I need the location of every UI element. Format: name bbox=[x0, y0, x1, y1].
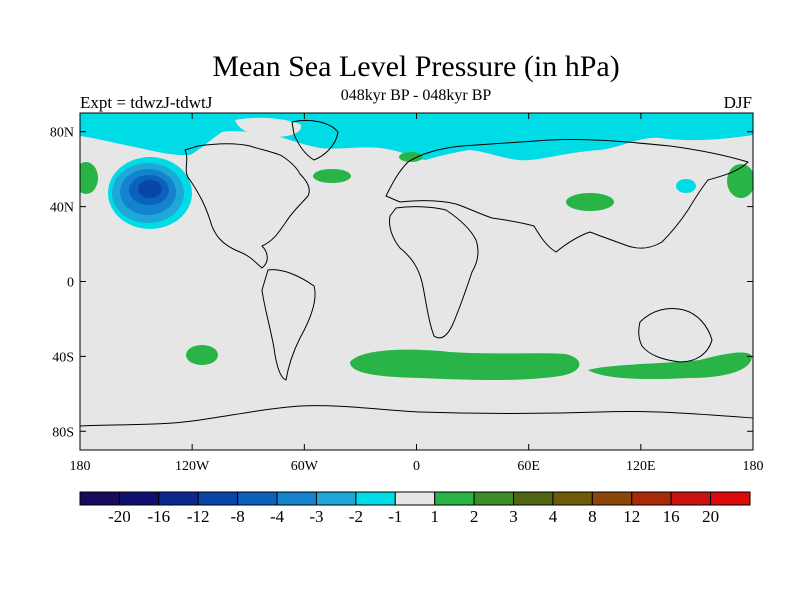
colorbar-label: 4 bbox=[549, 507, 558, 526]
japan-sea-low bbox=[676, 179, 696, 193]
colorbar-label: 2 bbox=[470, 507, 479, 526]
colorbar-label: 8 bbox=[588, 507, 597, 526]
colorbar-swatch bbox=[513, 491, 554, 506]
colorbar-label: 1 bbox=[430, 507, 439, 526]
colorbar-swatch bbox=[434, 491, 475, 506]
south-pacific-high bbox=[186, 345, 218, 365]
coast-antarctica bbox=[80, 405, 753, 427]
colorbar-label: -3 bbox=[309, 507, 323, 526]
colorbar-swatch bbox=[670, 491, 712, 506]
coast-africa bbox=[389, 206, 479, 339]
coast-south-america bbox=[261, 269, 316, 381]
north-pacific-low-core bbox=[138, 180, 162, 198]
colorbar-label: -20 bbox=[108, 507, 131, 526]
colorbar-label: 16 bbox=[663, 507, 680, 526]
map-background bbox=[80, 113, 753, 450]
colorbar-swatch bbox=[552, 491, 593, 506]
colorbar-swatch bbox=[355, 491, 396, 506]
coast-north-america bbox=[184, 143, 310, 269]
colorbar-swatch bbox=[79, 491, 120, 506]
colorbar-label: -8 bbox=[231, 507, 245, 526]
y-tick-label: 40N bbox=[50, 201, 74, 216]
coastlines bbox=[80, 119, 753, 427]
colorbar-swatch bbox=[197, 491, 239, 506]
page-subtitle: 048kyr BP - 048kyr BP bbox=[340, 87, 492, 104]
x-tick-label: 60E bbox=[517, 459, 540, 474]
colorbar-swatch bbox=[591, 491, 633, 506]
map-plot-area bbox=[80, 113, 753, 450]
south-indian-ocean-high bbox=[588, 352, 752, 380]
west-edge-high bbox=[80, 162, 98, 194]
east-edge-high bbox=[727, 164, 753, 198]
southern-ocean-high bbox=[350, 349, 580, 380]
x-tick-label: 60W bbox=[291, 459, 319, 474]
colorbar-label: -12 bbox=[187, 507, 210, 526]
coast-greenland bbox=[291, 119, 339, 161]
colorbar-swatch bbox=[237, 491, 278, 506]
colorbar-label: -4 bbox=[270, 507, 285, 526]
y-tick-label: 40S bbox=[52, 350, 74, 365]
x-tick-label: 180 bbox=[70, 459, 91, 474]
greenland-low-gap bbox=[235, 117, 301, 138]
colorbar-label: 12 bbox=[623, 507, 640, 526]
central-asia-high bbox=[566, 193, 614, 211]
season-label: DJF bbox=[723, 93, 752, 112]
y-tick-label: 0 bbox=[67, 276, 74, 291]
scandinavia-high bbox=[399, 152, 423, 162]
colorbar-label: -1 bbox=[388, 507, 402, 526]
y-tick-label: 80N bbox=[50, 126, 74, 141]
colorbar-swatch bbox=[315, 491, 357, 506]
colorbar-label: -2 bbox=[349, 507, 363, 526]
colorbar-label: 3 bbox=[509, 507, 518, 526]
colorbar-swatch bbox=[118, 491, 160, 506]
x-tick-label: 0 bbox=[413, 459, 420, 474]
colorbar-swatch bbox=[631, 491, 672, 506]
positive-anomaly-regions bbox=[80, 152, 753, 380]
colorbar-label: -16 bbox=[147, 507, 170, 526]
y-axis: 80N 40N 0 40S 80S bbox=[50, 126, 753, 440]
colorbar-swatch bbox=[276, 491, 317, 506]
coast-australia bbox=[638, 308, 713, 363]
coast-eurasia bbox=[385, 138, 749, 253]
page-title: Mean Sea Level Pressure (in hPa) bbox=[212, 50, 620, 83]
colorbar: -20 -16 -12 -8 -4 -3 -2 -1 1 2 3 4 8 12 16 20 bbox=[79, 491, 751, 526]
y-tick-label: 80S bbox=[52, 425, 74, 440]
colorbar-swatch bbox=[158, 491, 199, 506]
x-tick-label: 120E bbox=[626, 459, 656, 474]
experiment-label: Expt = tdwzJ-tdwtJ bbox=[80, 93, 213, 112]
colorbar-swatch bbox=[710, 491, 751, 506]
colorbar-swatch bbox=[394, 491, 436, 506]
colorbar-label: 20 bbox=[702, 507, 719, 526]
x-tick-label: 180 bbox=[743, 459, 764, 474]
x-tick-label: 120W bbox=[175, 459, 210, 474]
x-axis: 180 120W 60W 0 60E 120E 180 bbox=[70, 113, 764, 474]
north-atlantic-high bbox=[313, 169, 351, 183]
colorbar-swatch bbox=[473, 491, 515, 506]
